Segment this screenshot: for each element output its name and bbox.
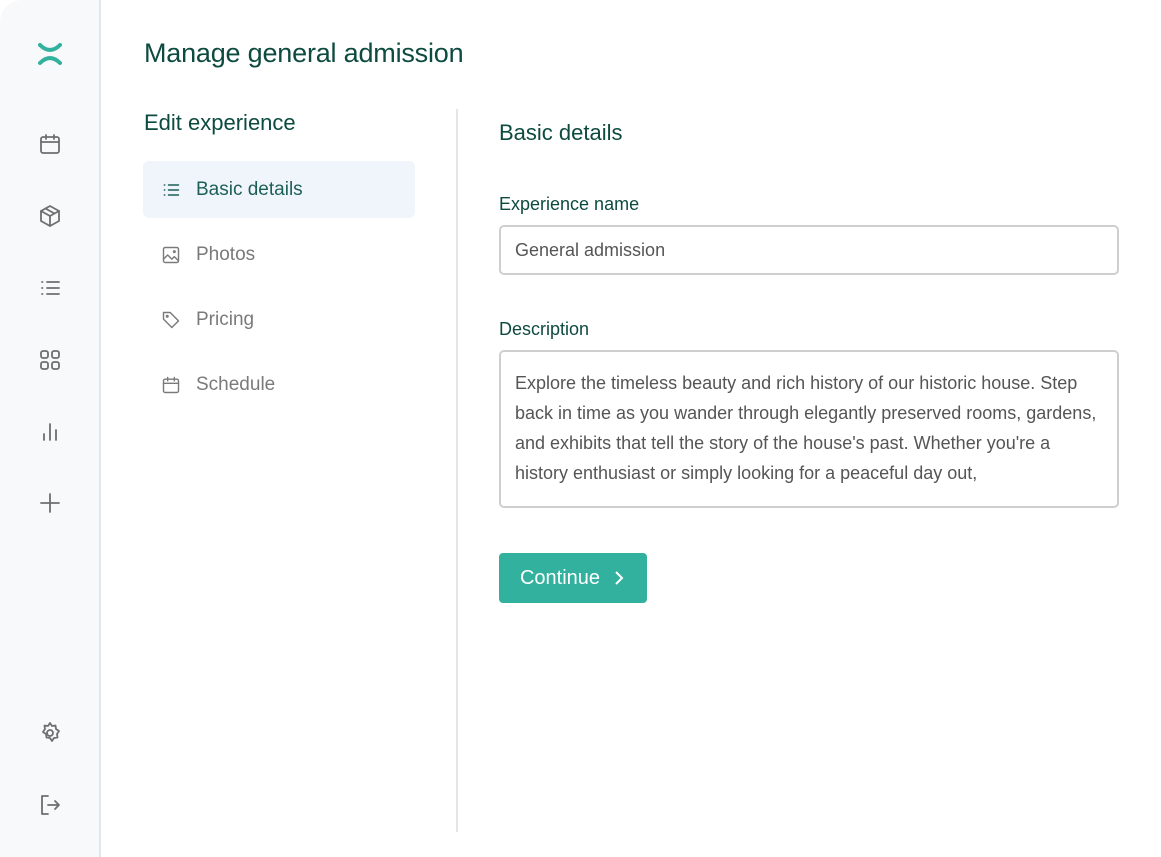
experience-name-label: Experience name xyxy=(499,194,640,214)
list-icon[interactable] xyxy=(38,276,62,300)
image-icon xyxy=(162,246,180,263)
bar-chart-icon[interactable] xyxy=(38,420,62,444)
icon-sidebar xyxy=(0,0,101,857)
subnav-item-label: Pricing xyxy=(196,308,255,330)
chevron-right-icon xyxy=(615,571,624,585)
section-title: Basic details xyxy=(499,120,623,145)
calendar-icon xyxy=(162,376,180,393)
subnav-item-label: Schedule xyxy=(196,373,276,395)
grid-icon[interactable] xyxy=(38,348,62,372)
description-label: Description xyxy=(499,319,590,339)
continue-button[interactable]: Continue xyxy=(499,553,647,603)
subnav-item-label: Basic details xyxy=(196,178,303,200)
tag-icon xyxy=(162,311,180,328)
calendar-icon[interactable] xyxy=(38,132,62,156)
page-title: Manage general admission xyxy=(144,38,464,68)
divider xyxy=(456,109,458,832)
subnav-item-photos[interactable]: Photos xyxy=(143,226,415,283)
logo-icon[interactable] xyxy=(38,42,62,66)
subnav-item-pricing[interactable]: Pricing xyxy=(143,291,415,348)
subnav: Basic details Photos Pricing Schedule xyxy=(143,161,415,421)
description-textarea[interactable]: Explore the timeless beauty and rich his… xyxy=(499,350,1119,508)
subnav-item-label: Photos xyxy=(196,243,256,265)
box-icon[interactable] xyxy=(38,204,62,228)
experience-name-input[interactable] xyxy=(499,225,1119,275)
subnav-item-basic-details[interactable]: Basic details xyxy=(143,161,415,218)
continue-label: Continue xyxy=(519,566,601,589)
subnav-title: Edit experience xyxy=(144,110,296,135)
list-icon xyxy=(163,183,180,196)
plus-icon[interactable] xyxy=(38,491,62,515)
basic-details-form: Basic details Experience name Descriptio… xyxy=(499,120,1119,603)
subnav-item-schedule[interactable]: Schedule xyxy=(143,356,415,413)
gear-icon[interactable] xyxy=(38,721,62,745)
logout-icon[interactable] xyxy=(38,793,62,817)
